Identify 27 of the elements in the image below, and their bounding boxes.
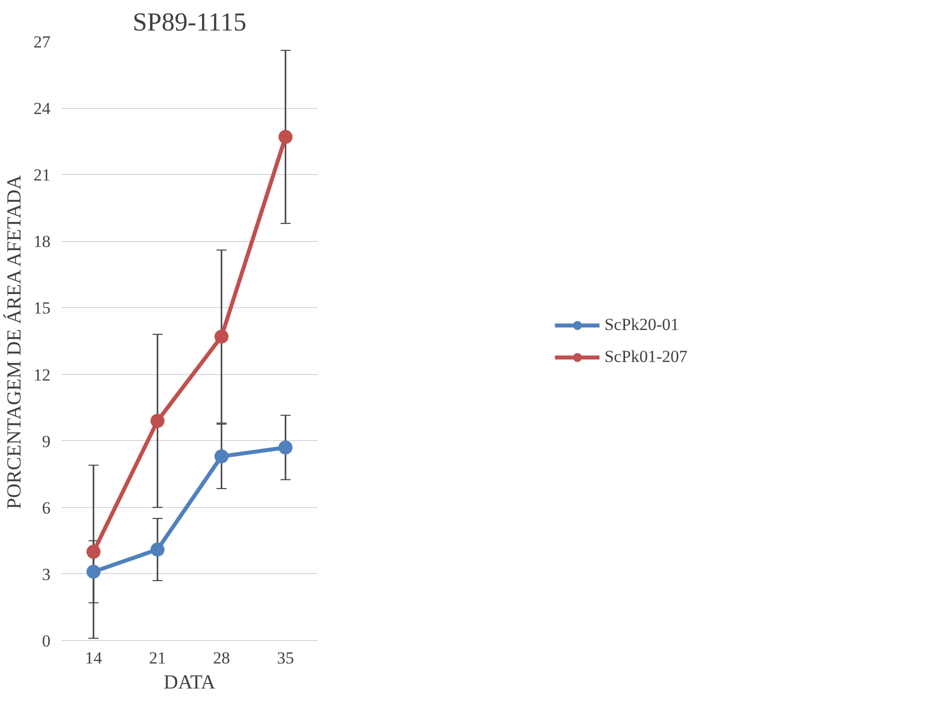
legend-label: ScPk01-207 [604, 346, 688, 366]
chart-title: SP89-1115 [132, 8, 246, 36]
x-axis-title: DATA [164, 672, 216, 694]
y-tick-label: 0 [42, 632, 50, 650]
y-tick-label: 6 [42, 498, 50, 518]
point [278, 130, 292, 144]
point [150, 414, 164, 428]
y-tick-label: 18 [34, 232, 50, 252]
x-tick-label: 35 [277, 648, 294, 668]
y-tick-label: 3 [42, 564, 50, 584]
y-tick-label: 27 [34, 32, 51, 52]
y-tick-label: 15 [34, 298, 50, 318]
y-tick-label: 24 [34, 99, 51, 118]
point [214, 330, 228, 344]
x-tick-label: 21 [149, 648, 166, 668]
point [86, 564, 100, 579]
y-tick-label: 12 [34, 365, 50, 384]
y-axis-title: PORCENTAGEM DE ÁREA AFETADA [2, 174, 26, 510]
point [86, 544, 100, 559]
y-tick-label: 9 [42, 432, 50, 451]
point [150, 542, 164, 557]
y-tick-label: 21 [34, 166, 50, 185]
x-tick-label: 14 [85, 648, 102, 668]
legend-label: ScPk20-01 [604, 314, 680, 334]
point [214, 449, 228, 464]
x-tick-label: 28 [213, 648, 230, 668]
point [278, 440, 292, 454]
